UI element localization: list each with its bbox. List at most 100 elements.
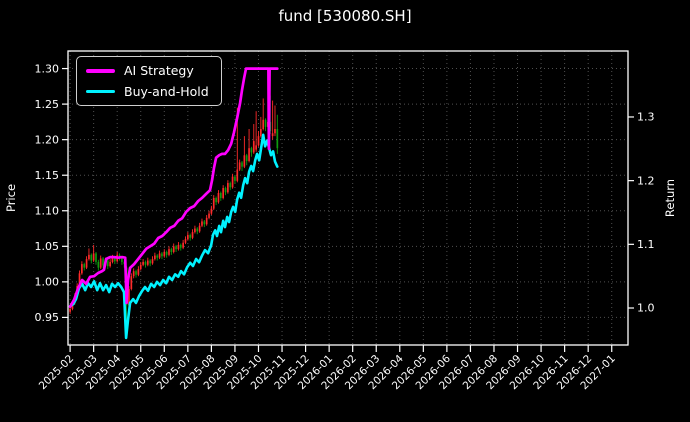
price-tick-label: 1.00 (35, 276, 60, 289)
candle-body-up (172, 246, 175, 253)
return-tick-label: 1.2 (637, 174, 655, 187)
candle-body-down (276, 128, 279, 149)
axes-spines (67, 50, 629, 346)
candle-body-up (69, 308, 71, 312)
buy-and-hold-line-swatch (86, 89, 115, 94)
candle-body-up (163, 252, 166, 257)
candle-body-down (97, 261, 100, 268)
candle-body-up (231, 176, 234, 188)
candle-body-up (255, 145, 257, 150)
candle-body-down (175, 246, 177, 250)
legend-label: Buy-and-Hold (124, 83, 209, 99)
price-tick-label: 1.30 (35, 62, 60, 75)
candle-body-up (257, 136, 260, 146)
candle-body-up (81, 264, 83, 274)
candle-body-up (85, 259, 88, 268)
plot-border (67, 50, 629, 346)
candle-body-down (241, 162, 243, 167)
candle-body-up (88, 254, 90, 260)
candle-body-up (128, 288, 130, 306)
return-axis-label: Return (663, 179, 677, 217)
candle-body-up (151, 259, 154, 264)
candle-body-up (208, 213, 210, 218)
candle-body-up (130, 276, 133, 289)
candle-body-down (95, 253, 97, 262)
legend-entry-buy-and-hold: Buy-and-Hold (86, 84, 209, 100)
candle-body-down (170, 249, 173, 253)
return-tick-label: 1.3 (637, 111, 655, 124)
candle-body-up (182, 242, 184, 248)
candle-body-up (222, 188, 225, 198)
candle-body-up (137, 269, 140, 275)
price-tick-label: 1.15 (35, 169, 60, 182)
price-tick-label: 1.25 (35, 98, 60, 111)
candle-body-up (205, 217, 208, 225)
candle-body-down (90, 254, 93, 261)
price-tick-label: 1.05 (35, 240, 60, 253)
candle-body-down (250, 148, 253, 153)
candle-body-down (149, 260, 152, 264)
price-tick-label: 1.20 (35, 133, 60, 146)
candle-body-up (212, 197, 215, 209)
candle-body-up (262, 119, 265, 129)
candle-body-up (271, 133, 274, 137)
candle-body-up (259, 128, 262, 137)
price-tick-label: 0.95 (35, 311, 60, 324)
candle-body-down (224, 188, 227, 193)
candle-body-down (135, 271, 137, 275)
tick-layer: 0.95 1.00 1.05 1.10 1.15 1.20 1.25 1.30 1.0 1.1 1.… (35, 62, 655, 392)
candle-body-up (154, 255, 156, 260)
candle-body-up (198, 225, 201, 232)
ai-strategy-line (68, 67, 279, 309)
return-tick-label: 1.1 (637, 238, 655, 251)
candle-body-up (184, 239, 187, 243)
candle-body-down (83, 264, 86, 268)
candle-body-down (203, 221, 206, 225)
candle-body-up (78, 273, 81, 287)
candle-body-down (215, 197, 217, 203)
candle-body-down (189, 234, 192, 238)
line-series-layer (68, 67, 279, 340)
candle-body-down (102, 258, 104, 266)
return-tick-label: 1.0 (637, 302, 655, 315)
candle-body-up (99, 258, 102, 268)
candle-body-down (106, 260, 109, 267)
legend-label: AI Strategy (124, 63, 194, 78)
candle-body-up (92, 253, 95, 261)
candle-body-up (191, 232, 194, 238)
candle-body-up (217, 192, 220, 203)
candle-body-up (186, 234, 189, 240)
candle-body-down (165, 252, 168, 255)
candle-body-up (274, 128, 276, 134)
legend: AI Strategy Buy-and-Hold (76, 56, 222, 107)
price-tick-label: 1.10 (35, 204, 60, 217)
candle-body-down (156, 255, 159, 258)
candle-body-up (194, 228, 196, 233)
candle-body-up (132, 271, 135, 277)
candle-body-down (229, 183, 232, 188)
ai-strategy-line-swatch (86, 69, 115, 73)
candle-body-down (161, 253, 163, 257)
candle-body-down (219, 192, 222, 198)
legend-entry-ai-strategy: AI Strategy (86, 63, 209, 79)
candle-body-up (109, 261, 111, 267)
candle-body-up (252, 141, 255, 153)
candle-body-up (227, 183, 229, 193)
candle-body-down (179, 244, 182, 248)
price-axis-label: Price (4, 184, 18, 212)
candle-body-down (121, 257, 123, 262)
candle-body-down (234, 176, 236, 181)
candle-body-down (245, 155, 248, 161)
candle-body-up (142, 261, 144, 265)
chart-title: fund [530080.SH] (278, 7, 412, 25)
candle-body-up (158, 253, 161, 258)
candle-body-up (168, 249, 170, 255)
candle-body-up (248, 148, 250, 161)
candle-body-up (238, 162, 241, 170)
candle-body-up (146, 260, 149, 265)
candle-body-up (177, 244, 180, 250)
candlestick-series (69, 79, 279, 338)
candle-body-down (264, 119, 267, 127)
candle-body-up (243, 155, 246, 167)
